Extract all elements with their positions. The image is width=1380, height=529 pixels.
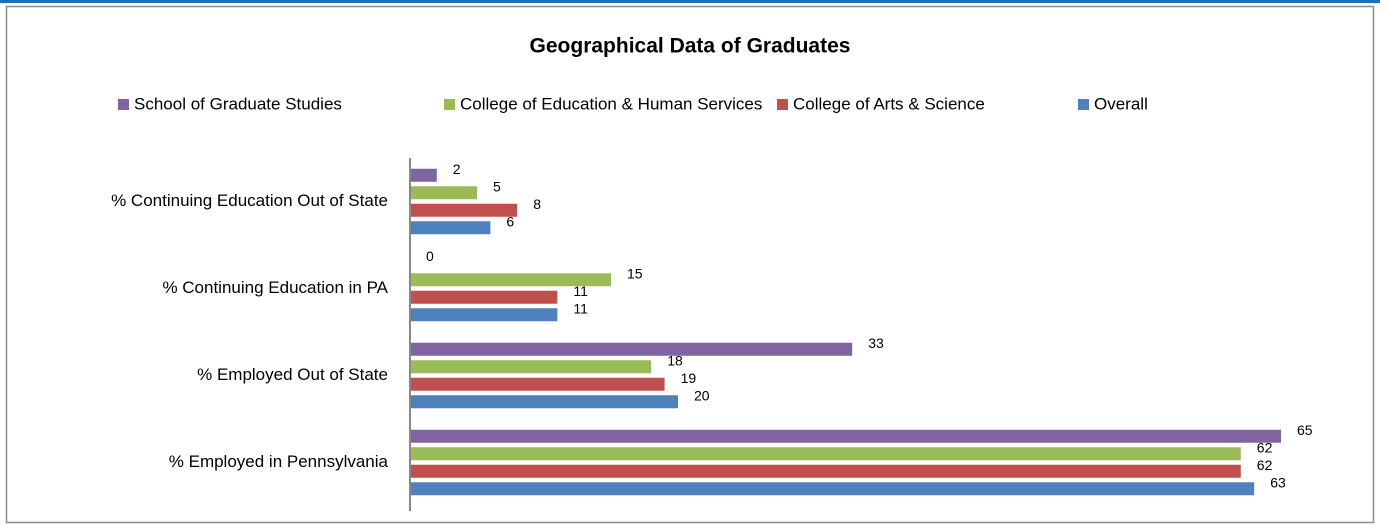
- legend-swatch: [777, 99, 788, 110]
- data-label: 8: [533, 196, 541, 212]
- legend-swatch: [1078, 99, 1089, 110]
- bar: [410, 395, 678, 409]
- top-bar: [0, 0, 1380, 3]
- bar: [410, 203, 518, 217]
- data-label: 65: [1297, 422, 1313, 438]
- data-label: 5: [493, 178, 501, 194]
- bar: [410, 429, 1281, 443]
- data-label: 33: [868, 335, 884, 351]
- data-label: 19: [681, 370, 697, 386]
- legend-swatch: [444, 99, 455, 110]
- bar: [410, 273, 611, 287]
- bar: [410, 464, 1241, 478]
- data-label: 62: [1257, 439, 1273, 455]
- legend-label: Overall: [1094, 94, 1148, 113]
- bar: [410, 377, 665, 391]
- y-tick-label: % Employed Out of State: [197, 365, 388, 384]
- chart-frame: [5, 5, 1375, 524]
- bar: [410, 342, 853, 356]
- bar: [410, 186, 477, 200]
- data-label: 11: [573, 283, 588, 299]
- bar: [410, 221, 491, 235]
- data-label: 15: [627, 265, 643, 281]
- data-label: 20: [694, 387, 710, 403]
- data-label: 2: [453, 161, 461, 177]
- y-tick-label: % Continuing Education Out of State: [111, 191, 388, 210]
- legend-swatch: [118, 99, 129, 110]
- legend-label: College of Education & Human Services: [460, 94, 762, 113]
- bar: [410, 360, 652, 374]
- chart-title: Geographical Data of Graduates: [530, 35, 851, 58]
- y-tick-label: % Continuing Education in PA: [162, 278, 388, 297]
- data-label: 0: [426, 248, 434, 264]
- data-label: 63: [1270, 474, 1286, 490]
- data-label: 62: [1257, 457, 1273, 473]
- legend-label: School of Graduate Studies: [134, 94, 342, 113]
- data-label: 11: [573, 300, 588, 316]
- data-label: 18: [667, 352, 683, 368]
- bar: [410, 482, 1255, 496]
- bar: [410, 308, 558, 322]
- legend-label: College of Arts & Science: [793, 94, 985, 113]
- bar: [410, 168, 437, 182]
- bar: [410, 290, 558, 304]
- bar: [410, 447, 1241, 461]
- data-label: 6: [506, 213, 514, 229]
- y-tick-label: % Employed in Pennsylvania: [169, 452, 389, 471]
